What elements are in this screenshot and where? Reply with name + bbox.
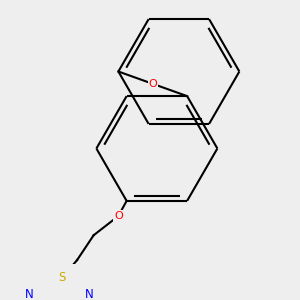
Text: S: S [58,272,66,284]
Text: N: N [85,288,94,300]
Text: O: O [114,211,123,221]
Text: N: N [25,288,33,300]
Text: O: O [148,79,157,89]
